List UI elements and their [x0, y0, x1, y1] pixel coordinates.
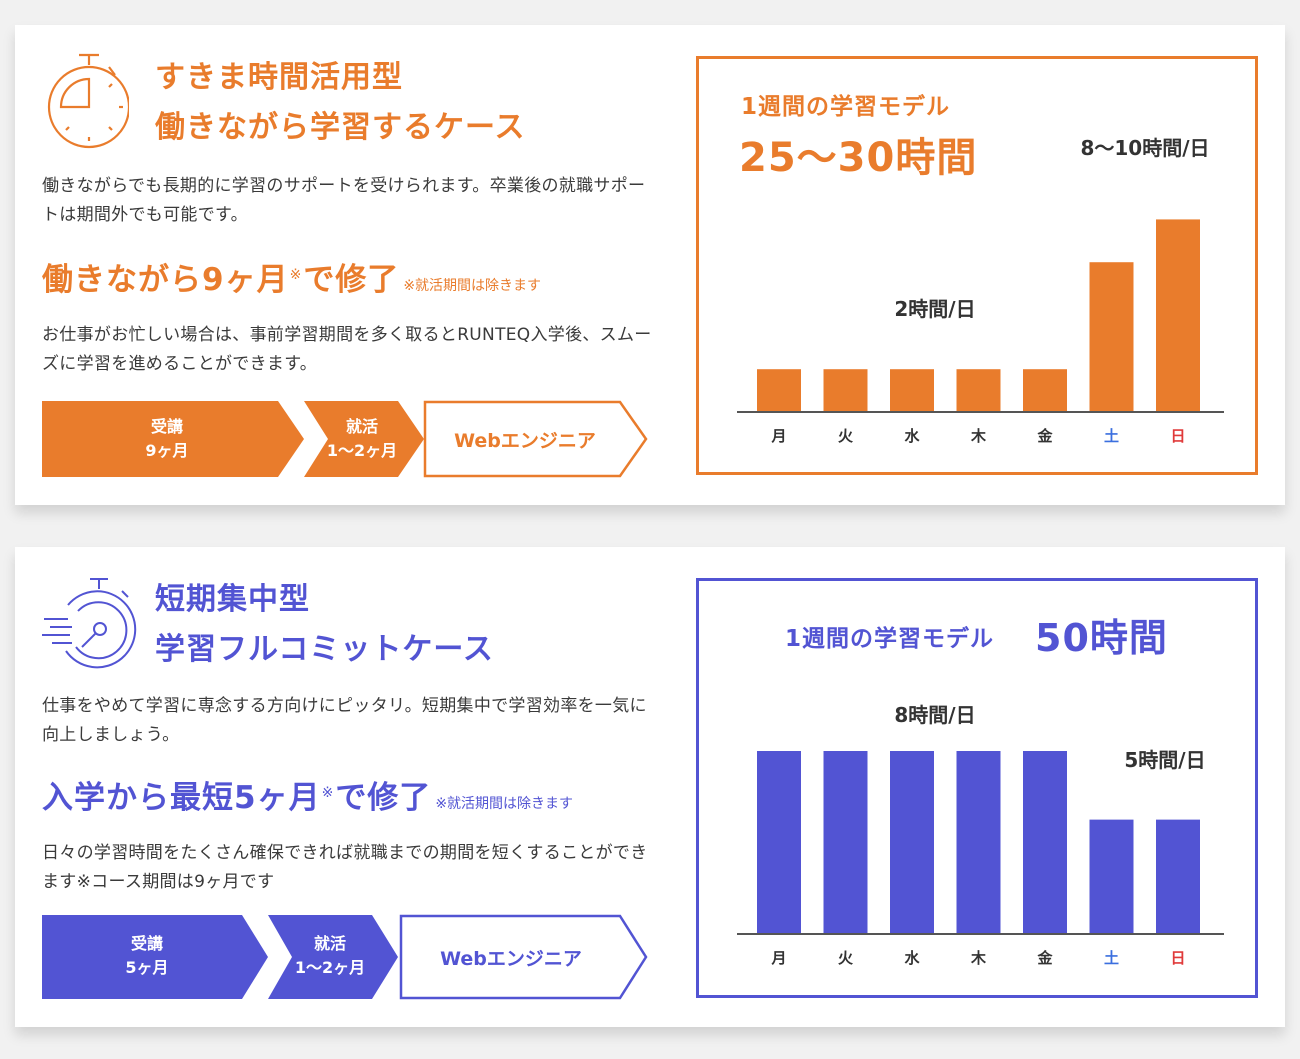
x-tick-label: 金 [1036, 427, 1053, 445]
case-title: すきま時間活用型 働きながら学習するケース [155, 53, 526, 153]
weekly-model-chart: 1週間の学習モデル 50時間 月 火 水 木 金 土 日 8時間/日 5時間/日 [696, 578, 1258, 998]
bar-木 [956, 751, 1001, 934]
flow-step-jobhunt-sub: 1〜2ヶ月 [326, 441, 398, 460]
x-tick-label: 木 [970, 427, 987, 445]
case-detail: 日々の学習時間をたくさん確保できれば就職までの期間を短くすることができます※コー… [42, 843, 648, 892]
case-title: 短期集中型 学習フルコミットケース [155, 575, 494, 675]
flow-step-jobhunt: 就活 1〜2ヶ月 [312, 415, 412, 463]
flow-goal-label: Webエンジニア [440, 948, 582, 970]
hours-per-day-label: 8〜10時間/日 [1080, 136, 1209, 160]
flow-step-jobhunt-shape [268, 915, 398, 999]
flow-step-jobhunt-title: 就活 [345, 417, 378, 436]
flow-step-study-shape [42, 401, 304, 477]
case-card-part-time: すきま時間活用型 働きながら学習するケース 働きながらでも長期的に学習のサポート… [15, 25, 1285, 505]
flow-step-study: 受講 5ヶ月 [72, 932, 222, 980]
x-tick-label: 月 [770, 949, 786, 967]
completion-highlight: 入学から最短5ヶ月※で修了 ※就活期間は除きます [42, 772, 573, 817]
case-detail: お仕事がお忙しい場合は、事前学習期間を多く取るとRUNTEQ入学後、スムーズに学… [42, 325, 652, 374]
weekly-model-chart: 1週間の学習モデル 25〜30時間 月 火 水 木 金 土 日 2時間/日 8〜10時間/日 [696, 56, 1258, 475]
x-tick-label: 水 [904, 427, 920, 445]
case-title-line2: 学習フルコミットケース [155, 632, 494, 667]
flow-step-study-sub: 5ヶ月 [125, 958, 169, 977]
bar-水 [890, 751, 934, 934]
flow-step-jobhunt-title: 就活 [313, 934, 346, 953]
completion-highlight: 働きながら9ヶ月※で修了 ※就活期間は除きます [42, 254, 541, 299]
highlight-note: ※就活期間は除きます [435, 796, 574, 812]
x-tick-label: 土 [1104, 949, 1119, 967]
bar-chart: 月 火 水 木 金 土 日 8時間/日 5時間/日 [737, 703, 1224, 967]
x-tick-label: 木 [970, 949, 987, 967]
bar-日 [1156, 819, 1200, 934]
flow-goal-shape [423, 400, 648, 478]
case-title-line2: 働きながら学習するケース [155, 110, 526, 145]
chart-total-hours: 25〜30時間 [739, 135, 978, 181]
x-tick-label: 土 [1104, 427, 1119, 445]
flow-goal-shape [399, 914, 648, 1000]
flow-step-study-shape [42, 915, 268, 999]
flow-step-jobhunt-sub: 1〜2ヶ月 [294, 958, 366, 977]
bar-月 [757, 369, 801, 412]
case-description: 仕事をやめて学習に専念する方向けにピッタリ。短期集中で学習効率を一気に向上しまし… [42, 696, 647, 745]
bar-木 [956, 369, 1001, 412]
chart-title: 1週間の学習モデル [785, 626, 995, 652]
bar-火 [823, 369, 868, 412]
bar-水 [890, 369, 934, 412]
highlight-note: ※就活期間は除きます [403, 278, 542, 294]
case-title-line1: 短期集中型 [155, 582, 310, 617]
bar-金 [1023, 369, 1067, 412]
bar-土 [1089, 819, 1134, 934]
x-tick-label: 火 [838, 427, 854, 445]
bar-金 [1023, 751, 1067, 934]
flow-step-study-title: 受講 [130, 934, 163, 953]
x-tick-label: 金 [1036, 949, 1053, 967]
stopwatch-icon [47, 53, 131, 153]
x-tick-label: 水 [904, 949, 920, 967]
bar-土 [1089, 262, 1134, 412]
fast-stopwatch-icon [42, 575, 146, 675]
x-tick-label: 日 [1170, 427, 1185, 445]
highlight-main: 入学から最短5ヶ月 [42, 780, 321, 816]
case-card-full-commit: 短期集中型 学習フルコミットケース 仕事をやめて学習に専念する方向けにピッタリ。… [15, 547, 1285, 1027]
x-tick-label: 月 [770, 427, 786, 445]
flow-step-study-title: 受講 [150, 417, 183, 436]
case-title-line1: すきま時間活用型 [155, 60, 403, 95]
highlight-tail: で修了 [335, 780, 432, 816]
chart-title: 1週間の学習モデル [741, 94, 951, 120]
bar-火 [823, 751, 868, 934]
highlight-tail: で修了 [303, 262, 400, 298]
career-flow: 受講 5ヶ月 就活 1〜2ヶ月 Webエンジニア [42, 914, 652, 1000]
flow-step-jobhunt: 就活 1〜2ヶ月 [280, 932, 380, 980]
flow-step-study-sub: 9ヶ月 [145, 441, 189, 460]
flow-step-study: 受講 9ヶ月 [82, 415, 252, 463]
x-tick-label: 日 [1170, 949, 1185, 967]
bar-日 [1156, 219, 1200, 412]
highlight-mark: ※ [321, 784, 335, 801]
flow-step-jobhunt-shape [304, 401, 424, 477]
chart-total-hours: 50時間 [1035, 616, 1168, 660]
highlight-mark: ※ [289, 266, 303, 283]
x-tick-label: 火 [838, 949, 854, 967]
hours-per-day-label: 8時間/日 [894, 703, 975, 727]
bar-月 [757, 751, 801, 934]
case-description: 働きながらでも長期的に学習のサポートを受けられます。卒業後の就職サポートは期間外… [42, 176, 646, 225]
flow-goal-label: Webエンジニア [454, 430, 596, 452]
bar-chart: 月 火 水 木 金 土 日 2時間/日 8〜10時間/日 [737, 136, 1224, 445]
hours-per-day-label: 5時間/日 [1124, 748, 1205, 772]
hours-per-day-label: 2時間/日 [894, 297, 975, 321]
career-flow: 受講 9ヶ月 就活 1〜2ヶ月 Webエンジニア [42, 400, 652, 478]
highlight-main: 働きながら9ヶ月 [42, 262, 289, 298]
